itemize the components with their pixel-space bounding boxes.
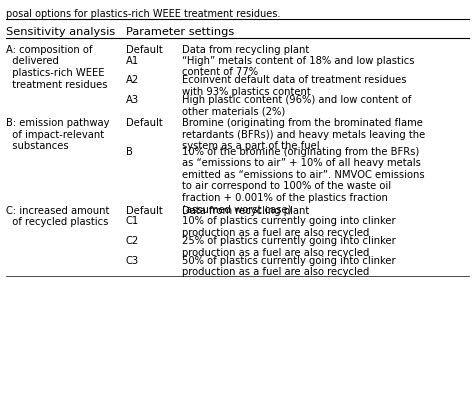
Text: C2: C2 bbox=[126, 236, 139, 246]
Text: 10% of plastics currently going into clinker
production as a fuel are also recyc: 10% of plastics currently going into cli… bbox=[182, 217, 396, 238]
Text: A: composition of
  delivered
  plastics-rich WEEE
  treatment residues: A: composition of delivered plastics-ric… bbox=[6, 45, 107, 90]
Text: C3: C3 bbox=[126, 256, 139, 266]
Text: A1: A1 bbox=[126, 55, 139, 65]
Text: 50% of plastics currently going into clinker
production as a fuel are also recyc: 50% of plastics currently going into cli… bbox=[182, 256, 396, 277]
Text: posal options for plastics-rich WEEE treatment residues.: posal options for plastics-rich WEEE tre… bbox=[6, 9, 280, 19]
Text: High plastic content (96%) and low content of
other materials (2%): High plastic content (96%) and low conte… bbox=[182, 95, 412, 116]
Text: A3: A3 bbox=[126, 95, 139, 105]
Text: Ecoinvent default data of treatment residues
with 93% plastics content: Ecoinvent default data of treatment resi… bbox=[182, 75, 407, 97]
Text: Parameter settings: Parameter settings bbox=[126, 27, 234, 37]
Text: Default: Default bbox=[126, 118, 163, 128]
Text: Default: Default bbox=[126, 206, 163, 216]
Text: Data from recycling plant: Data from recycling plant bbox=[182, 206, 310, 216]
Text: “High” metals content of 18% and low plastics
content of 77%: “High” metals content of 18% and low pla… bbox=[182, 55, 415, 77]
Text: A2: A2 bbox=[126, 75, 139, 85]
Text: Sensitivity analysis: Sensitivity analysis bbox=[6, 27, 115, 37]
Text: C: increased amount
  of recycled plastics: C: increased amount of recycled plastics bbox=[6, 206, 109, 228]
Text: Bromine (originating from the brominated flame
retardants (BFRs)) and heavy meta: Bromine (originating from the brominated… bbox=[182, 118, 426, 151]
Text: Data from recycling plant: Data from recycling plant bbox=[182, 45, 310, 55]
Text: Default: Default bbox=[126, 45, 163, 55]
Text: C1: C1 bbox=[126, 217, 139, 226]
Text: 25% of plastics currently going into clinker
production as a fuel are also recyc: 25% of plastics currently going into cli… bbox=[182, 236, 396, 258]
Text: B: B bbox=[126, 147, 133, 157]
Text: 10% of the bromine (originating from the BFRs)
as “emissions to air” + 10% of al: 10% of the bromine (originating from the… bbox=[182, 147, 425, 215]
Text: B: emission pathway
  of impact-relevant
  substances: B: emission pathway of impact-relevant s… bbox=[6, 118, 109, 151]
